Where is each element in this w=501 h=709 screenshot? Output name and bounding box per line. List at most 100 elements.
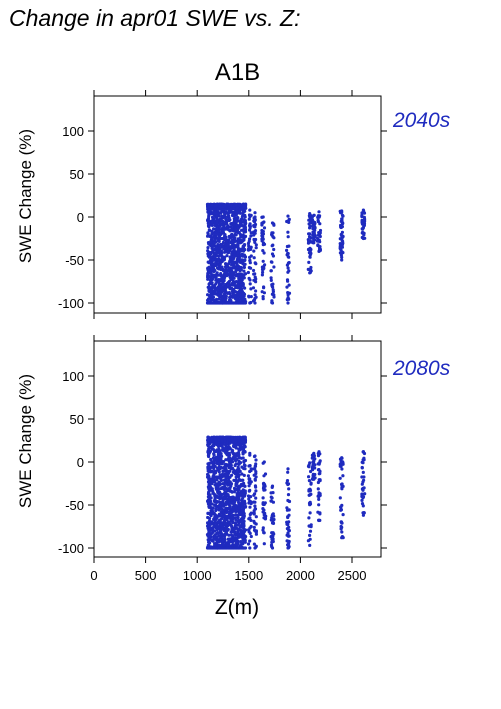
data-point <box>308 271 312 275</box>
data-point <box>234 533 238 537</box>
data-point <box>239 207 244 211</box>
x-tick-label: 0 <box>90 568 97 583</box>
data-point <box>224 270 228 274</box>
data-point <box>238 289 242 293</box>
data-point <box>220 277 224 281</box>
y-tick-label: 50 <box>70 412 84 427</box>
data-point <box>218 221 222 225</box>
data-point <box>209 478 213 482</box>
data-point <box>317 491 321 495</box>
data-point <box>312 241 316 245</box>
data-point <box>222 237 226 241</box>
data-point <box>307 516 311 520</box>
data-point <box>222 543 226 547</box>
data-point <box>206 500 210 504</box>
data-point <box>224 250 229 254</box>
data-point <box>220 502 224 506</box>
data-point <box>316 233 320 237</box>
data-point <box>312 459 316 463</box>
data-point <box>219 459 223 463</box>
data-point <box>219 293 223 297</box>
data-point <box>209 240 213 244</box>
data-point <box>243 215 247 219</box>
data-point <box>208 541 212 545</box>
data-point <box>249 511 253 515</box>
data-point <box>360 465 364 470</box>
data-point <box>234 446 238 450</box>
data-point <box>206 268 210 272</box>
data-point <box>219 510 223 514</box>
data-point <box>228 513 232 517</box>
data-point <box>210 267 214 272</box>
data-point <box>252 256 256 260</box>
data-point <box>207 222 211 226</box>
data-point <box>248 208 252 212</box>
data-point <box>224 211 228 215</box>
data-point <box>307 479 311 483</box>
data-point <box>227 486 231 491</box>
data-point <box>286 261 290 265</box>
data-point <box>286 515 290 519</box>
data-point <box>246 542 251 546</box>
data-point <box>253 301 257 305</box>
data-point <box>252 510 256 514</box>
data-point <box>218 451 222 455</box>
data-point <box>206 474 210 478</box>
data-point <box>240 472 244 476</box>
data-point <box>212 292 216 296</box>
data-point <box>232 470 236 474</box>
data-point <box>271 293 276 297</box>
y-tick-label: 50 <box>70 167 84 182</box>
data-point <box>229 533 233 537</box>
data-point <box>235 482 239 486</box>
data-point <box>287 217 291 221</box>
data-point <box>219 514 223 518</box>
data-point <box>240 509 244 513</box>
data-point <box>210 507 214 511</box>
data-point <box>254 289 258 293</box>
data-point <box>340 536 344 540</box>
data-point <box>222 214 226 218</box>
data-point <box>261 259 265 263</box>
data-point <box>270 546 275 550</box>
data-point <box>228 469 232 473</box>
data-point <box>209 457 213 462</box>
data-point <box>287 529 291 533</box>
data-point <box>237 439 242 443</box>
data-point <box>239 223 243 227</box>
data-point <box>262 460 266 464</box>
data-point <box>249 213 253 217</box>
data-point <box>225 221 229 226</box>
data-point <box>231 257 235 261</box>
data-point <box>210 220 214 224</box>
data-point <box>206 515 210 520</box>
data-point <box>252 268 256 273</box>
data-point <box>261 232 265 236</box>
data-point <box>340 456 344 460</box>
data-point <box>212 525 216 529</box>
data-point <box>217 267 221 271</box>
data-point <box>208 526 212 530</box>
data-point <box>235 542 239 547</box>
data-point <box>243 449 247 454</box>
data-point <box>218 505 222 510</box>
data-point <box>285 520 289 524</box>
data-point <box>340 250 344 254</box>
data-point <box>226 291 230 295</box>
data-point <box>210 528 214 532</box>
data-point <box>230 289 234 293</box>
scenario-title: A1B <box>215 59 260 86</box>
data-point <box>212 537 216 541</box>
data-point <box>232 443 236 447</box>
data-point <box>316 243 320 248</box>
data-point <box>318 469 322 473</box>
data-point <box>226 247 231 251</box>
data-point <box>286 296 290 300</box>
data-point <box>229 267 233 271</box>
data-point <box>231 507 236 511</box>
data-point <box>307 524 311 528</box>
y-axis-title: SWE Change (%) <box>16 129 35 263</box>
data-point <box>249 245 253 249</box>
data-point <box>242 502 246 506</box>
data-point <box>248 223 252 227</box>
